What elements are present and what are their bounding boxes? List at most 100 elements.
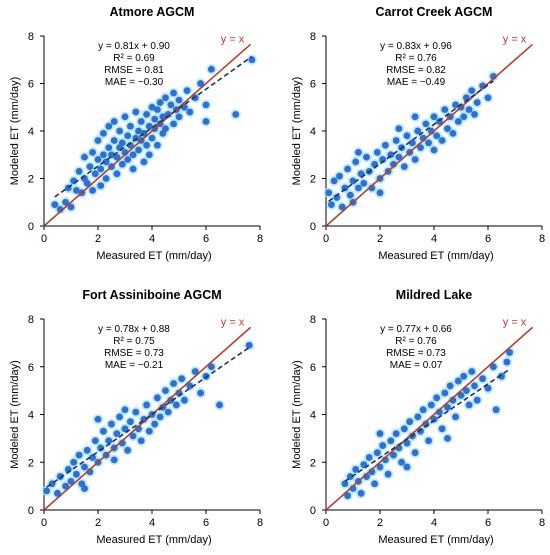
data-point [355,148,362,156]
y-tick-label: 0 [310,505,316,517]
data-point [433,394,441,402]
data-point [181,103,188,111]
regression-stat: RMSE = 0.73 [386,348,446,359]
data-point [365,454,373,461]
regression-stat: y = 0.81x + 0.90 [98,41,170,52]
data-point [414,127,422,135]
data-point [110,137,118,144]
data-point [479,375,486,383]
data-point [124,156,132,163]
data-point [248,56,256,64]
data-point [465,401,473,409]
data-point [438,425,446,433]
data-point [178,375,186,383]
regression-line [46,346,250,488]
data-point [73,470,80,478]
data-point [54,489,61,497]
data-point [352,466,360,473]
data-point [154,394,161,402]
data-point [414,413,422,421]
regression-stat: R² = 0.69 [113,53,155,64]
data-point [376,463,384,471]
data-point [245,341,253,349]
data-point [105,122,113,130]
data-point [427,401,435,409]
data-point [444,434,451,442]
data-point [360,179,368,187]
x-tick-label: 0 [41,517,47,529]
x-axis-label: Measured ET (mm/day) [378,534,493,546]
data-point [425,437,432,445]
y-tick-label: 8 [28,314,34,326]
regression-stat: MAE = −0.49 [387,77,446,88]
scatter-points [49,54,258,215]
data-point [411,156,419,163]
regression-stat: R² = 0.76 [395,53,437,64]
regression-stat: y = 0.78x + 0.88 [98,324,170,335]
data-point [471,382,478,390]
data-point [154,141,161,149]
data-point [403,132,411,140]
data-point [352,158,360,166]
data-point [113,170,121,178]
data-point [430,113,438,121]
y-tick-label: 0 [28,221,34,233]
data-point [81,485,88,492]
data-point [208,65,215,73]
data-point [137,118,145,125]
x-tick-label: 6 [203,517,209,529]
y-tick-label: 6 [28,79,34,91]
data-point [170,89,178,97]
data-point [181,396,188,404]
panel-3: Fort Assiniboine AGCM 0 2 4 6 8 0 2 4 6 8 Measured … [9,288,263,546]
data-point [403,463,411,471]
x-tick-label: 8 [539,233,545,245]
data-point [465,106,473,114]
data-point [113,153,121,161]
x-tick-label: 4 [149,233,155,245]
one-to-one-label: y = x [503,33,527,45]
data-point [384,470,392,478]
data-point [457,392,465,399]
y-tick-label: 2 [310,457,316,469]
data-point [360,461,368,469]
chart-title: Atmore AGCM [110,5,195,19]
data-point [156,413,164,421]
data-point [395,153,403,161]
data-point [124,132,132,140]
data-point [471,110,478,118]
data-point [126,418,134,426]
data-point [89,186,96,194]
data-point [51,201,59,209]
data-point [400,163,408,171]
data-point [460,113,468,121]
data-point [129,151,137,159]
data-point [162,387,169,395]
data-point [468,368,476,375]
data-point [175,113,183,121]
data-point [170,120,178,128]
panel-4: Mildred Lake 0 2 4 6 8 0 2 4 6 8 Measured ET (mm/da… [291,288,545,546]
regression-stat: RMSE = 0.73 [104,348,164,359]
y-tick-label: 4 [310,126,316,138]
y-tick-label: 6 [28,362,34,374]
data-point [118,139,126,147]
data-point [151,115,159,123]
data-point [162,94,169,102]
data-point [387,437,395,445]
data-point [167,101,175,109]
data-point [97,182,105,190]
data-point [43,487,51,495]
y-tick-label: 0 [28,505,34,517]
data-point [154,106,161,114]
data-point [91,170,99,178]
data-point [344,165,351,173]
regression-stat: MAE = 0.07 [390,360,443,371]
data-point [83,446,91,454]
data-point [336,172,343,180]
data-point [145,427,153,435]
data-point [197,80,205,87]
data-point [118,160,126,168]
chart-title: Carrot Creek AGCM [376,5,493,19]
data-point [411,113,419,121]
